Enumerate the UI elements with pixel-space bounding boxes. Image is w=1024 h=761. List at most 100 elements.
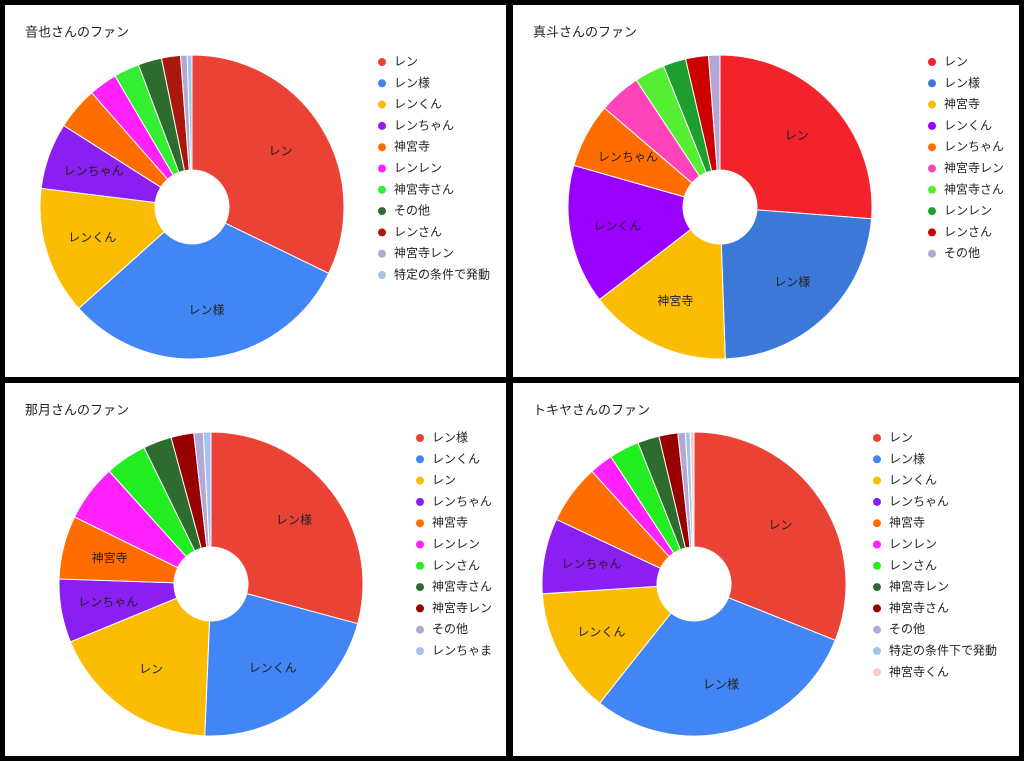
pie-slice (69, 597, 210, 737)
legend-swatch (378, 79, 386, 88)
legend-label: 神宮寺さん (432, 579, 492, 594)
legend-swatch (873, 455, 881, 464)
legend-swatch (416, 497, 424, 506)
legend-swatch (928, 228, 936, 237)
legend-label: レンちゃん (394, 118, 454, 132)
legend-label: レンくん (944, 118, 992, 132)
legend-swatch (378, 271, 386, 279)
legend-label: レンくん (394, 97, 442, 111)
legend-swatch (873, 540, 881, 549)
legend-label: 神宮寺さん (889, 600, 949, 615)
pie-slice (210, 431, 364, 625)
pie-slice (191, 54, 345, 275)
slice-label: レン (768, 518, 792, 532)
legend-label: レン様 (394, 76, 430, 90)
legend-label: レン (432, 473, 456, 487)
chart-panel: 那月さんのファンレン様レンくんレンレンちゃん神宮寺レン様レンくんレンレンちゃん神… (5, 383, 506, 756)
legend-label: レンちゃん (889, 494, 949, 508)
legend-label: その他 (889, 622, 925, 636)
slice-label: レンちゃん (64, 164, 124, 178)
legend-swatch (928, 249, 936, 258)
legend-label: その他 (394, 204, 430, 218)
slice-label: レンくん (577, 625, 625, 639)
legend-label: レンさん (889, 558, 937, 572)
legend-label: レンレン (889, 537, 937, 551)
legend-label: 神宮寺さん (394, 181, 454, 196)
slice-label: レンくん (249, 661, 297, 675)
legend-label: レンさん (394, 225, 442, 239)
legend-label: レン (394, 55, 418, 69)
legend-label: レンレン (944, 204, 992, 218)
legend-swatch (928, 185, 936, 194)
chart-panel: トキヤさんのファンレンレン様レンくんレンちゃんレンレン様レンくんレンちゃん神宮寺… (513, 383, 1019, 756)
pie-slice (720, 209, 873, 360)
legend-swatch (416, 647, 424, 655)
legend-swatch (416, 604, 424, 613)
legend-label: レン様 (944, 76, 980, 90)
chart-title: 音也さんのファン (25, 25, 129, 41)
legend-swatch (378, 58, 386, 66)
chart-title: トキヤさんのファン (533, 404, 650, 419)
legend-label: その他 (432, 622, 468, 636)
legend-label: 神宮寺レン (394, 245, 454, 260)
legend-label: 特定の条件下で発動 (889, 643, 997, 658)
slice-label: レンちゃん (78, 595, 138, 609)
slice-label: レン (139, 662, 163, 676)
pie-slice (693, 431, 847, 641)
pie-slice (567, 164, 692, 301)
legend-swatch (873, 561, 881, 570)
legend-label: その他 (944, 246, 980, 260)
pie-slice (186, 54, 193, 171)
legend-label: 神宮寺レン (889, 579, 949, 594)
chart-panel: 真斗さんのファンレンレン様神宮寺レンくんレンちゃんレンレン様神宮寺レンくんレンち… (513, 5, 1019, 377)
legend-label: 神宮寺 (944, 96, 980, 111)
legend-label: レンさん (432, 558, 480, 572)
pie-slice (541, 585, 672, 704)
slice-label: レン (269, 144, 293, 158)
pie-slice (598, 228, 726, 360)
legend-label: 神宮寺くん (889, 664, 949, 679)
legend-label: レンちゃん (432, 494, 492, 508)
slice-label: レン様 (774, 275, 810, 289)
legend-label: 神宮寺レン (944, 160, 1004, 175)
slice-label: レン (785, 129, 809, 143)
legend-label: 神宮寺 (394, 139, 430, 154)
legend-label: レンレン (432, 537, 480, 551)
pie-slice (202, 431, 212, 548)
legend-label: レン様 (889, 452, 925, 466)
legend-swatch (416, 476, 424, 485)
legend-swatch (928, 79, 936, 88)
legend-swatch (416, 625, 424, 634)
legend-swatch (378, 143, 386, 152)
legend-swatch (416, 561, 424, 570)
legend-swatch (928, 143, 936, 152)
legend-label: 特定の条件で発動 (394, 267, 490, 282)
legend-swatch (928, 58, 936, 66)
legend-swatch (873, 476, 881, 485)
legend-label: レンくん (889, 473, 937, 487)
legend-label: レン (889, 431, 913, 445)
chart-title: 真斗さんのファン (533, 26, 637, 41)
legend-swatch (416, 583, 424, 592)
pie-slice (204, 593, 359, 737)
legend-swatch (873, 519, 881, 528)
legend-swatch (873, 625, 881, 634)
slice-label: レン様 (703, 677, 739, 691)
legend-swatch (928, 207, 936, 216)
legend-swatch (928, 164, 936, 173)
legend-swatch (378, 121, 386, 130)
legend-label: レンくん (432, 452, 480, 466)
legend-label: 神宮寺レン (432, 600, 492, 615)
legend-swatch (873, 647, 881, 655)
legend-swatch (873, 434, 881, 442)
slice-label: レン様 (276, 513, 312, 527)
pie-slice (719, 54, 873, 220)
legend-swatch (378, 249, 386, 258)
chart-panel: 音也さんのファンレンレン様レンくんレンちゃんレンレン様レンくんレンちゃん神宮寺レ… (5, 5, 506, 377)
legend-label: レンさん (944, 225, 992, 239)
legend-label: レンちゃま (432, 644, 492, 658)
legend-swatch (873, 604, 881, 613)
legend-swatch (873, 497, 881, 506)
pie-slice (689, 431, 695, 548)
